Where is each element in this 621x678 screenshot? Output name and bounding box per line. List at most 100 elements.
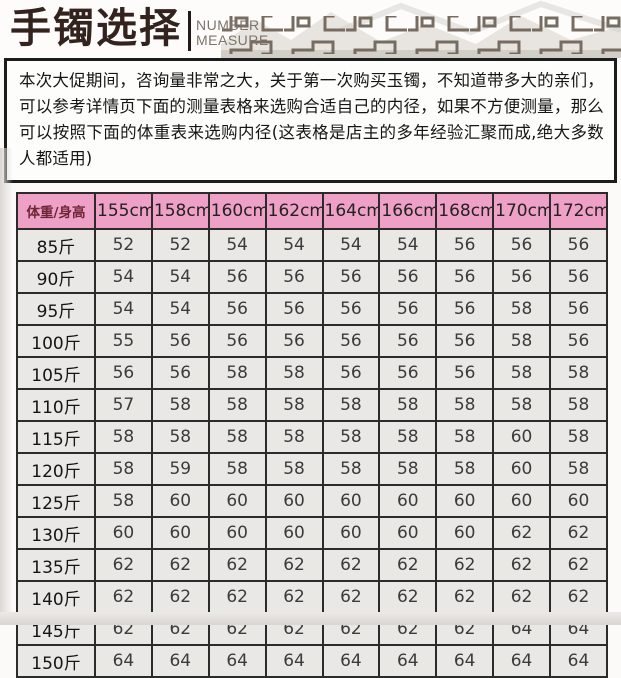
size-cell: 58 (321, 452, 381, 486)
table-row: 125斤 58 60 60 60 60 60 60 60 60 (16, 484, 608, 518)
size-cell: 56 (378, 324, 438, 358)
size-cell: 60 (264, 516, 324, 550)
size-cell: 54 (321, 228, 381, 262)
meander-pattern-decoration (221, 0, 621, 58)
table-row: 105斤 56 56 58 58 56 56 56 58 58 (16, 356, 608, 390)
table-row: 100斤 55 56 56 56 56 56 56 58 56 (16, 324, 608, 358)
weight-row-header: 95斤 (16, 292, 96, 326)
size-cell: 62 (207, 548, 267, 582)
size-cell: 62 (549, 516, 608, 550)
size-cell: 56 (435, 324, 495, 358)
weight-row-header: 110斤 (16, 388, 96, 422)
page-title: 手镯选择 (10, 5, 182, 51)
height-column-header: 160cm (207, 192, 267, 230)
size-cell: 56 (150, 324, 210, 358)
size-cell: 58 (321, 420, 381, 454)
size-cell: 60 (264, 484, 324, 518)
height-column-header: 164cm (321, 192, 381, 230)
weight-row-header: 130斤 (16, 516, 96, 550)
size-cell: 52 (150, 228, 210, 262)
size-cell: 58 (378, 388, 438, 422)
size-cell: 60 (492, 452, 551, 486)
size-cell: 62 (321, 580, 381, 614)
size-cell: 56 (321, 260, 381, 294)
size-cell: 60 (378, 516, 438, 550)
size-cell: 62 (150, 548, 210, 582)
size-cell: 56 (264, 292, 324, 326)
size-cell: 58 (378, 452, 438, 486)
size-cell: 58 (435, 420, 495, 454)
corner-header: 体重/身高 (16, 192, 96, 230)
size-cell: 58 (549, 356, 608, 390)
table-row: 150斤 64 64 64 64 64 64 64 64 64 (16, 644, 608, 678)
size-cell: 64 (321, 644, 381, 678)
weight-row-header: 105斤 (16, 356, 96, 390)
page-header: 手镯选择 NUMBER MEASURE (0, 0, 621, 58)
weight-row-header: 125斤 (16, 484, 96, 518)
size-cell: 56 (378, 356, 438, 390)
size-cell: 54 (207, 228, 267, 262)
size-cell: 60 (150, 516, 210, 550)
size-cell: 56 (435, 260, 495, 294)
size-cell: 64 (492, 644, 551, 678)
subtitle-line-2: MEASURE (196, 32, 269, 48)
size-table-head-row: 体重/身高 155cm 158cm 160cm 162cm 164cm 166cm 168cm… (16, 192, 608, 230)
size-cell: 62 (492, 516, 551, 550)
weight-row-header: 115斤 (16, 420, 96, 454)
weight-row-header: 100斤 (16, 324, 96, 358)
size-cell: 64 (549, 644, 608, 678)
size-cell: 62 (378, 548, 438, 582)
size-cell: 60 (150, 484, 210, 518)
size-cell: 60 (549, 484, 608, 518)
size-cell: 64 (94, 644, 153, 678)
size-cell: 58 (150, 388, 210, 422)
size-cell: 54 (94, 260, 153, 294)
size-cell: 60 (207, 516, 267, 550)
size-cell: 54 (378, 228, 438, 262)
subtitle-line-1: NUMBER (196, 17, 260, 33)
size-cell: 60 (492, 420, 551, 454)
size-cell: 57 (94, 388, 153, 422)
size-cell: 62 (435, 580, 495, 614)
size-cell: 56 (378, 292, 438, 326)
table-row: 140斤 62 62 62 62 62 62 62 62 62 (16, 580, 608, 614)
bottom-edge-band (0, 612, 621, 625)
size-cell: 62 (94, 580, 153, 614)
weight-row-header: 140斤 (16, 580, 96, 614)
size-cell: 58 (492, 324, 551, 358)
size-cell: 58 (94, 420, 153, 454)
title-divider (188, 11, 191, 51)
size-cell: 62 (207, 580, 267, 614)
size-cell: 58 (207, 452, 267, 486)
size-cell: 58 (207, 388, 267, 422)
size-cell: 54 (150, 260, 210, 294)
size-cell: 56 (435, 356, 495, 390)
size-cell: 56 (207, 260, 267, 294)
size-cell: 62 (264, 548, 324, 582)
size-cell: 59 (150, 452, 210, 486)
weight-row-header: 85斤 (16, 228, 96, 262)
size-cell: 58 (94, 484, 153, 518)
height-column-header: 170cm (492, 192, 551, 230)
size-cell: 58 (378, 420, 438, 454)
size-cell: 58 (549, 388, 608, 422)
table-row: 135斤 62 62 62 62 62 62 62 62 62 (16, 548, 608, 582)
size-cell: 56 (549, 260, 608, 294)
size-cell: 58 (492, 356, 551, 390)
size-cell: 58 (435, 388, 495, 422)
size-cell: 55 (94, 324, 153, 358)
height-column-header: 158cm (150, 192, 210, 230)
size-cell: 64 (150, 644, 210, 678)
size-cell: 56 (207, 324, 267, 358)
size-table-container: 体重/身高 155cm 158cm 160cm 162cm 164cm 166cm 168cm… (16, 192, 608, 678)
size-cell: 60 (378, 484, 438, 518)
size-cell: 56 (150, 356, 210, 390)
weight-row-header: 135斤 (16, 548, 96, 582)
size-cell: 52 (94, 228, 153, 262)
size-table: 体重/身高 155cm 158cm 160cm 162cm 164cm 166cm 168cm… (16, 192, 608, 678)
size-cell: 56 (321, 356, 381, 390)
height-column-header: 162cm (264, 192, 324, 230)
size-cell: 56 (492, 260, 551, 294)
size-cell: 56 (264, 324, 324, 358)
size-cell: 64 (207, 644, 267, 678)
